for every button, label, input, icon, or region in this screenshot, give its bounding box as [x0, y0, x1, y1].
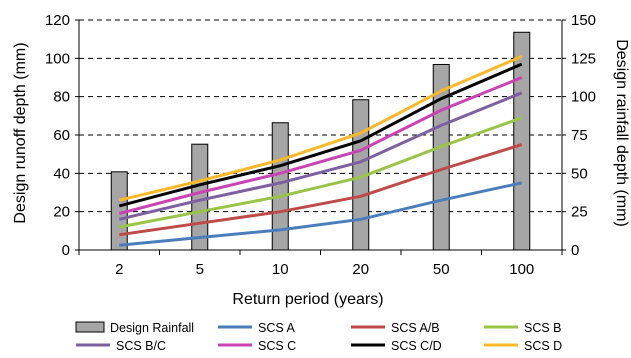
legend: Design Rainfall SCS A SCS A/B SCS B SCS B/C S… [75, 321, 562, 353]
series-line [118, 76, 523, 216]
x-tick-label: 20 [352, 261, 369, 278]
runoff-series-lines [118, 55, 523, 247]
x-tick-label: 50 [433, 261, 450, 278]
y-tick-label: 20 [53, 204, 70, 221]
y-tick-label: 100 [45, 50, 70, 67]
x-tick-label: 5 [196, 261, 204, 278]
series-line [118, 62, 523, 208]
legend-swatch [75, 321, 105, 333]
series-line [118, 55, 523, 202]
legend-label: SCS D [524, 339, 562, 353]
legend-label: SCS A/B [391, 321, 440, 335]
legend-label: Design Rainfall [110, 321, 194, 335]
y-tick-label-right: 125 [571, 50, 596, 67]
y-tick-label-right: 75 [571, 127, 588, 144]
legend-label: SCS C/D [391, 339, 442, 353]
legend-label: SCS A [258, 321, 295, 335]
y-tick-label: 120 [45, 12, 70, 29]
y-tick-label: 60 [53, 127, 70, 144]
y-tick-label-right: 0 [571, 242, 579, 259]
y-tick-label: 40 [53, 165, 70, 182]
x-tick-label: 2 [115, 261, 123, 278]
legend-label: SCS B [524, 321, 562, 335]
gridlines [79, 19, 562, 213]
series-line [119, 181, 523, 247]
y-tick-label-right: 150 [571, 12, 596, 29]
y-axis-title-left: Design runoff depth (mm) [12, 42, 29, 223]
x-tick-label: 100 [509, 261, 534, 278]
y-axis-title-right: Design rainfall depth (mm) [613, 39, 630, 227]
y-tick-label-right: 25 [571, 204, 588, 221]
y-tick-label: 0 [62, 242, 70, 259]
y-tick-label-right: 100 [571, 89, 596, 106]
x-axis-title: Return period (years) [232, 291, 383, 308]
series-line [119, 116, 523, 229]
x-tick-label: 10 [272, 261, 289, 278]
y-tick-label-right: 50 [571, 165, 588, 182]
legend-label: SCS C [258, 339, 296, 353]
y-tick-label: 80 [53, 89, 70, 106]
rainfall-bar [191, 143, 209, 251]
axes [75, 19, 566, 255]
series-line [118, 91, 523, 221]
series-line [119, 143, 523, 237]
legend-label: SCS B/C [116, 339, 166, 353]
